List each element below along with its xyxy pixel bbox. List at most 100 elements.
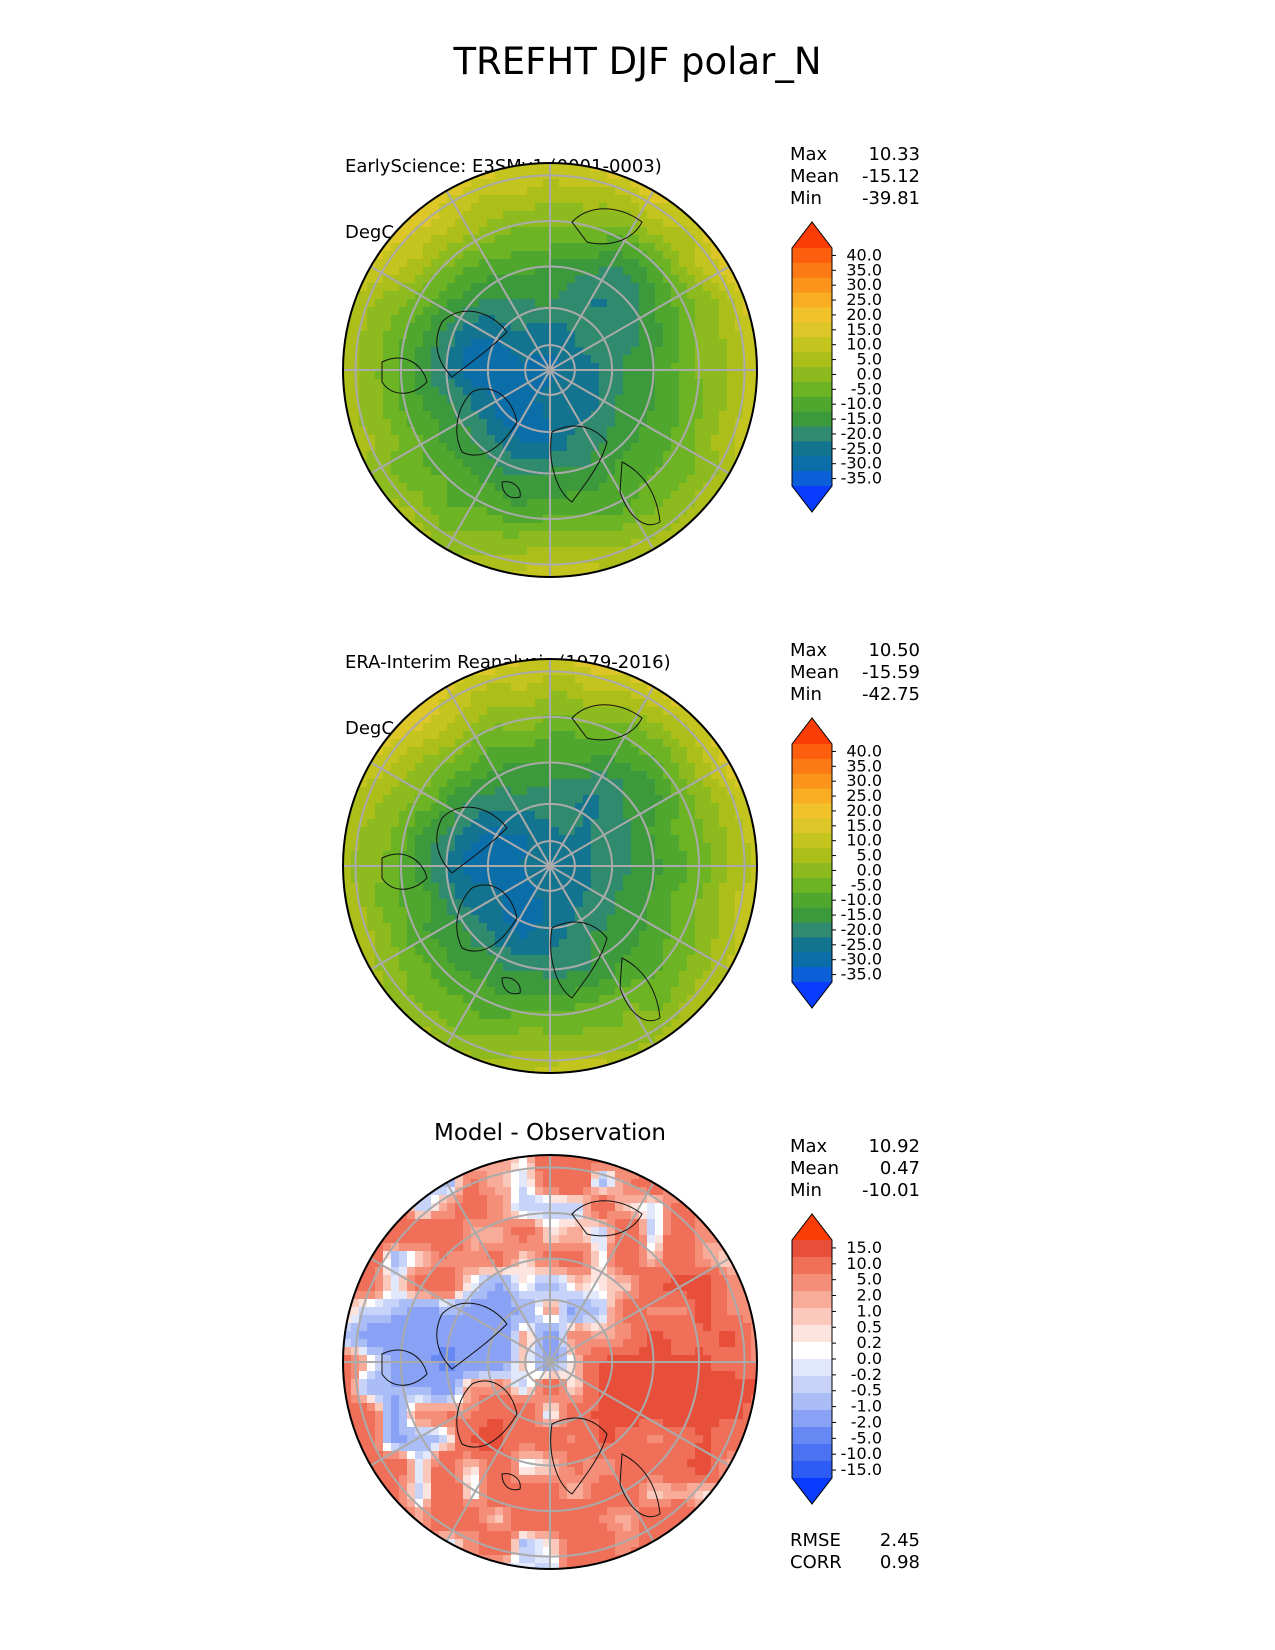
reference-colorbar-tick-label: 40.0 [846,741,882,760]
test-colorbar-swatch [792,426,832,442]
test-polar-map [342,162,758,578]
rmse-label: RMSE [790,1530,841,1551]
reference-map-coastline [456,884,518,952]
difference-map-coastline [381,1349,428,1386]
difference-map-coastline [436,1302,508,1370]
reference-map-coastline [550,921,608,999]
test-max-value: 10.33 [868,144,920,165]
reference-colorbar-swatch [792,818,832,834]
reference-mean-value: -15.59 [861,662,920,683]
test-map-coastline [619,461,661,526]
reference-map-coastline [571,704,643,741]
test-colorbar-swatch [792,337,832,353]
test-mean-value: -15.12 [861,166,920,187]
test-map-coastline [501,481,521,499]
difference-mean-value: 0.47 [879,1158,920,1179]
difference-colorbar-swatch [792,1444,832,1462]
reference-map-coastline [436,806,508,874]
test-colorbar-tick-label: -25.0 [841,439,882,458]
test-colorbar-swatch [792,396,832,413]
difference-map-coastline [619,1453,661,1518]
reference-colorbar-swatch [792,744,832,760]
reference-units: DegC [345,718,394,739]
reference-colorbar-tick-label: 35.0 [846,756,882,775]
difference-colorbar-tick-label: 0.2 [857,1333,882,1352]
test-map-graticule [343,163,757,577]
difference-min-value: -10.01 [861,1180,920,1201]
reference-colorbar-tick-label: 20.0 [846,801,882,820]
difference-colorbar-tick-label: 2.0 [857,1286,882,1305]
difference-colorbar-extend-max [792,1214,832,1240]
reference-colorbar-swatch [792,937,832,953]
reference-map-coastline [619,957,661,1022]
reference-map-coastline [381,853,428,890]
difference-colorbar-swatch [792,1393,832,1411]
test-colorbar-tick-label: 5.0 [857,350,882,369]
test-stats: Max 10.33 Mean -15.12 Min -39.81 [790,144,920,210]
test-colorbar-tick-label: 20.0 [846,305,882,324]
reference-colorbar-swatch [792,758,832,775]
test-colorbar-swatch [792,411,832,427]
test-colorbar-tick-label: 10.0 [846,335,882,354]
reference-colorbar-swatch [792,892,832,909]
difference-colorbar-tick-label: -15.0 [841,1460,882,1479]
reference-colorbar-swatch [792,833,832,849]
difference-map-coastline [501,1473,521,1491]
test-colorbar-tick-label: 30.0 [846,275,882,294]
difference-colorbar-extend-min [792,1478,832,1504]
difference-colorbar-swatch [792,1325,832,1343]
reference-colorbar-tick-label: 25.0 [846,786,882,805]
difference-map-boundary [342,1154,758,1570]
difference-map-coastlines [381,1200,661,1518]
test-map-coastline [436,310,508,378]
test-colorbar-swatch [792,277,832,294]
reference-colorbar-tick-label: -15.0 [841,905,882,924]
reference-colorbar-tick-label: -20.0 [841,920,882,939]
test-colorbar-swatch [792,456,832,472]
difference-colorbar-tick-label: 1.0 [857,1301,882,1320]
test-colorbar-tick-label: -20.0 [841,424,882,443]
reference-colorbar-tick-label: 15.0 [846,816,882,835]
test-colorbar-swatch [792,441,832,457]
difference-colorbar-tick-label: 15.0 [846,1238,882,1257]
test-colorbar-swatch [792,352,832,368]
test-colorbar-tick-label: -15.0 [841,409,882,428]
difference-colorbar-tick-label: -0.2 [851,1365,882,1384]
test-map-boundary [342,162,758,578]
reference-colorbar-swatch [792,877,832,894]
difference-colorbar-swatch [792,1257,832,1275]
difference-colorbar-tick-label: 0.5 [857,1317,882,1336]
difference-colorbar-tick-label: -2.0 [851,1412,882,1431]
reference-colorbar-swatch [792,848,832,864]
reference-colorbar-tick-label: 0.0 [857,860,882,879]
test-colorbar-tick-label: -10.0 [841,394,882,413]
test-max-label: Max [790,144,828,165]
difference-colorbar-tick-label: 10.0 [846,1254,882,1273]
test-colorbar-swatch [792,367,832,383]
reference-polar-map [342,658,758,1074]
difference-colorbar-swatch [792,1308,832,1326]
difference-colorbar-outline [791,1213,833,1505]
test-colorbar-extend-max [792,222,832,248]
difference-colorbar-swatch [792,1291,832,1309]
difference-map-coastline [571,1200,643,1237]
reference-colorbar-swatch [792,863,832,879]
difference-colorbar-tick-label: -5.0 [851,1428,882,1447]
difference-colorbar-swatch [792,1427,832,1445]
test-colorbar-tick-label: -35.0 [841,469,882,488]
test-colorbar-tick-label: 35.0 [846,260,882,279]
test-colorbar-extend-min [792,486,832,512]
reference-colorbar-swatch [792,788,832,804]
reference-colorbar-tick-label: 10.0 [846,831,882,850]
reference-colorbar-tick-label: 30.0 [846,771,882,790]
difference-colorbar-swatch [792,1376,832,1394]
difference-map-coastline [456,1380,518,1448]
test-min-value: -39.81 [861,188,920,209]
difference-mean-label: Mean [790,1158,840,1179]
test-map-field [343,163,757,577]
test-colorbar-swatch [792,307,832,323]
reference-colorbar-tick-label: -25.0 [841,935,882,954]
reference-max-value: 10.50 [868,640,920,661]
test-colorbar-tick-label: 0.0 [857,364,882,383]
figure-title: TREFHT DJF polar_N [453,40,822,83]
